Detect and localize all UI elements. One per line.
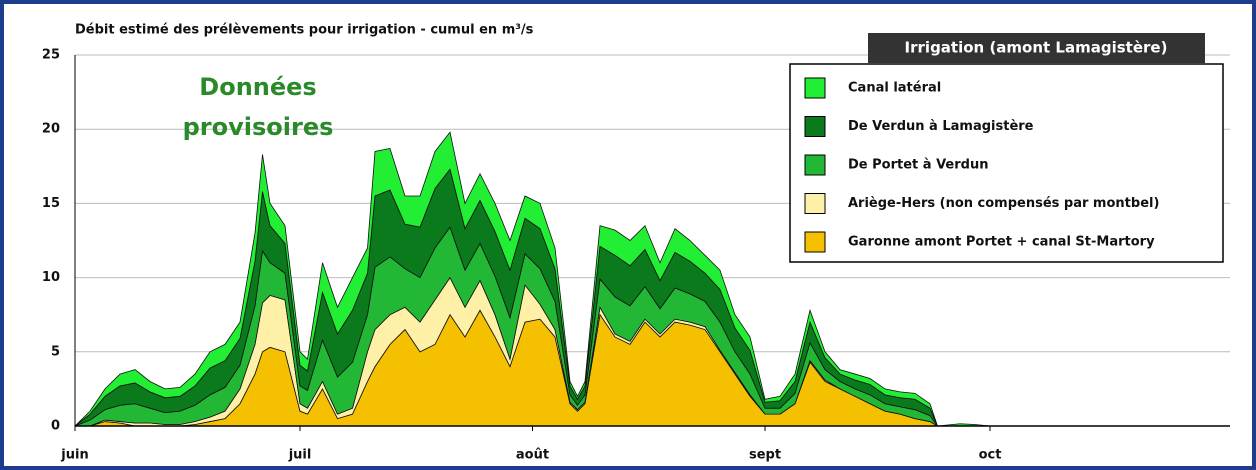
- x-tick-label: août: [516, 448, 549, 463]
- legend-label: Garonne amont Portet + canal St-Martory: [848, 235, 1155, 250]
- legend-label: De Verdun à Lamagistère: [848, 119, 1034, 134]
- y-tick-label: 10: [42, 270, 60, 285]
- legend-label: Ariège-Hers (non compensés par montbel): [848, 196, 1159, 211]
- chart-title: Débit estimé des prélèvements pour irrig…: [75, 23, 534, 38]
- box-label: Irrigation (amont Lamagistère): [905, 39, 1168, 57]
- x-tick-label: sept: [749, 448, 781, 463]
- annotation: Données: [199, 73, 316, 101]
- legend-label: Canal latéral: [848, 81, 941, 96]
- y-tick-label: 20: [42, 122, 60, 137]
- x-tick-label: juin: [60, 448, 88, 463]
- legend-swatch: [804, 116, 826, 137]
- y-tick-label: 25: [42, 48, 60, 63]
- annotation: provisoires: [183, 113, 334, 141]
- legend-label: De Portet à Verdun: [848, 158, 988, 173]
- legend-box: [789, 63, 1224, 263]
- legend-swatch: [804, 231, 826, 253]
- x-tick-label: oct: [979, 448, 1002, 463]
- legend-swatch: [804, 77, 826, 99]
- y-tick-label: 0: [51, 419, 60, 434]
- box-label-bg: [868, 33, 1205, 63]
- legend-swatch: [804, 154, 826, 176]
- y-tick-label: 15: [42, 196, 60, 211]
- x-tick-label: juil: [288, 448, 312, 463]
- legend-swatch: [804, 193, 826, 214]
- y-tick-label: 5: [51, 344, 60, 359]
